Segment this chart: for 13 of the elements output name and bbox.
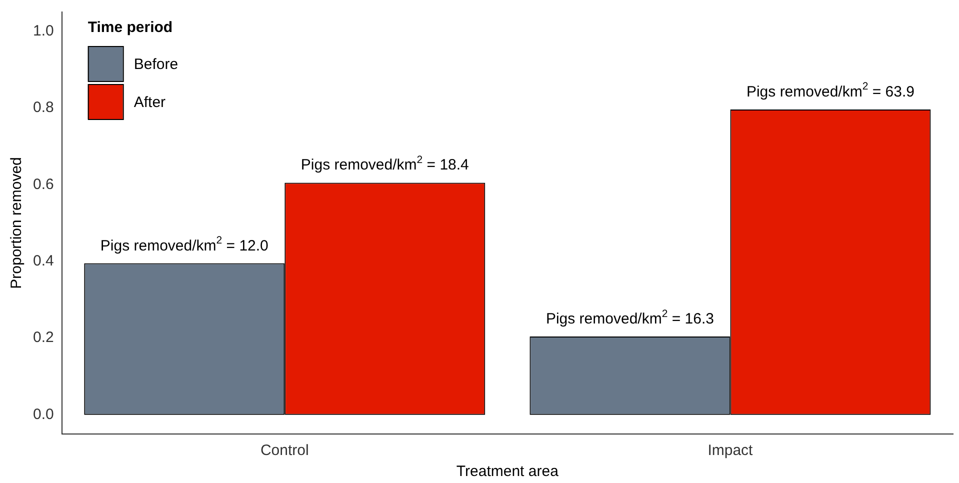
x-tick-label: Control (260, 442, 309, 460)
y-axis-title: Proportion removed (8, 157, 26, 289)
y-tick-label: 0.8 (32, 99, 54, 116)
legend-label: Before (134, 56, 178, 74)
legend-label: After (134, 94, 166, 112)
y-tick-label: 0.0 (32, 406, 54, 423)
legend-title: Time period (88, 19, 173, 36)
x-axis-title: Treatment area (456, 463, 560, 480)
y-tick-label: 0.2 (32, 329, 54, 346)
y-tick-label: 1.0 (32, 22, 54, 40)
y-tick-label: 0.6 (32, 176, 54, 193)
x-tick-label: Impact (708, 442, 754, 460)
y-tick-label: 0.4 (32, 252, 54, 270)
